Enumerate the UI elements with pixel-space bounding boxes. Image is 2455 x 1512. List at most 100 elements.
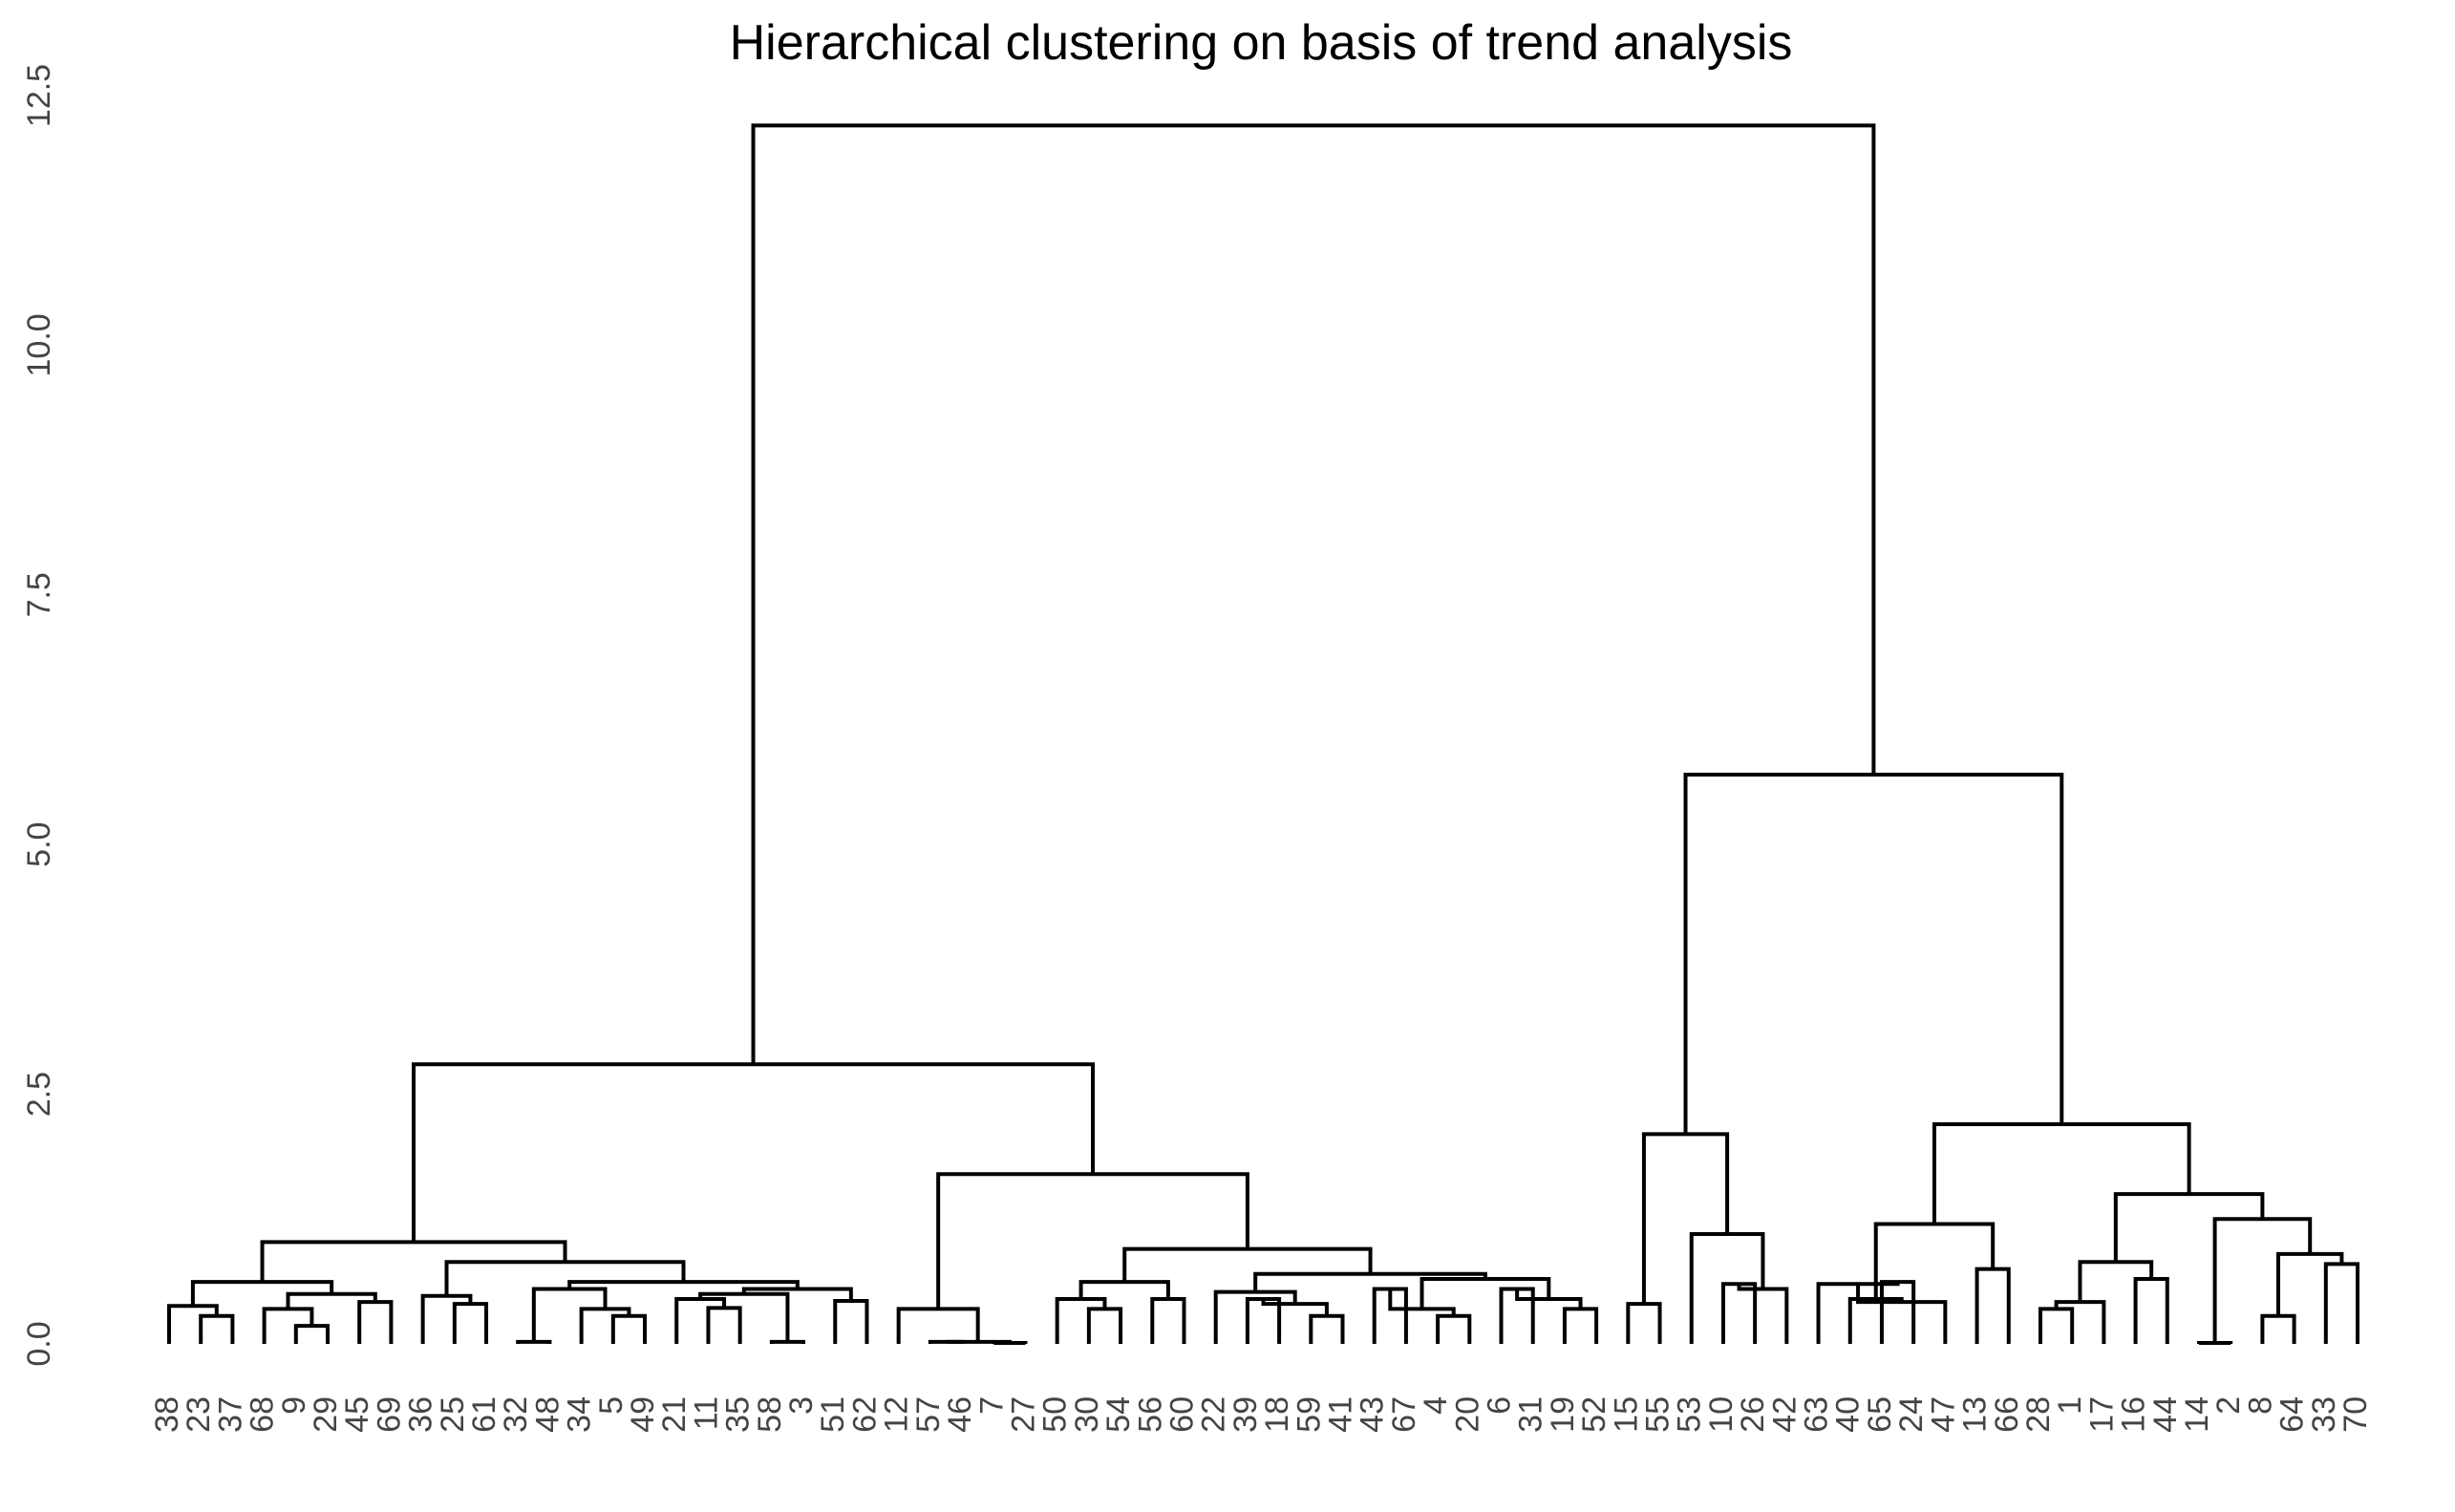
dendrogram-link (412, 1062, 1096, 1243)
dendrogram-link (357, 1300, 394, 1344)
leaf-label: 13 (1957, 1396, 1994, 1433)
dendrogram-link (1856, 1284, 1948, 1344)
leaf-label: 29 (308, 1396, 344, 1433)
dendrogram-link (2275, 1251, 2344, 1316)
dendrogram-link (946, 1339, 1012, 1344)
dendrogram-link (2196, 1340, 2233, 1345)
dendrogram-link (1122, 1246, 1373, 1283)
leaf-label: 8 (2242, 1396, 2278, 1415)
leaf-label: 35 (720, 1396, 757, 1433)
y-tick-label: 2.5 (21, 1072, 57, 1117)
dendrogram-link (1975, 1267, 2011, 1344)
leaf-label: 37 (212, 1396, 248, 1433)
leaf-label: 34 (562, 1396, 598, 1433)
leaf-label: 17 (2083, 1396, 2120, 1433)
leaf-label: 11 (688, 1396, 724, 1430)
dendrogram-link (1372, 1287, 1408, 1344)
dendrogram-link (2260, 1313, 2296, 1344)
leaf-label: 55 (1640, 1396, 1676, 1433)
leaf-label: 20 (1449, 1396, 1485, 1433)
dendrogram-link (1737, 1284, 1789, 1344)
dendrogram-link (751, 123, 1876, 1065)
leaf-label: 38 (149, 1396, 185, 1433)
dendrogram-link (260, 1240, 567, 1283)
dendrogram-link (1515, 1288, 1583, 1310)
dendrogram-link (452, 1302, 489, 1344)
dendrogram-link (706, 1306, 742, 1344)
dendrogram-link (531, 1287, 608, 1342)
dendrogram-link (1720, 1282, 1758, 1344)
dendrogram-link (698, 1291, 790, 1342)
leaf-label: 10 (1703, 1396, 1740, 1433)
dendrogram-link (610, 1313, 648, 1344)
leaf-label: 14 (2179, 1396, 2215, 1433)
leaf-label: 19 (1545, 1396, 1581, 1433)
leaf-label: 1 (2052, 1396, 2088, 1415)
leaf-label: 65 (1862, 1396, 1898, 1433)
leaf-label: 5 (593, 1396, 630, 1415)
leaf-label: 22 (1196, 1396, 1232, 1433)
dendrogram-link (1055, 1296, 1107, 1344)
leaf-label: 44 (2147, 1396, 2184, 1433)
leaf-label: 43 (1355, 1396, 1391, 1433)
dendrogram-link (936, 1172, 1249, 1310)
leaf-label: 58 (752, 1396, 788, 1433)
leaf-label: 39 (1228, 1396, 1264, 1433)
leaf-label: 3 (783, 1396, 820, 1415)
dendrogram-link (1499, 1287, 1535, 1344)
leaf-label: 6 (1482, 1396, 1518, 1415)
y-tick-label: 5.0 (21, 822, 57, 867)
dendrogram-link (1420, 1277, 1551, 1310)
leaf-label: 61 (466, 1396, 502, 1433)
y-tick-label: 7.5 (21, 572, 57, 617)
leaf-label: 68 (245, 1396, 281, 1433)
leaf-label: 45 (339, 1396, 375, 1433)
dendrogram-link (2113, 1192, 2265, 1263)
leaf-label: 49 (625, 1396, 661, 1433)
leaf-label: 64 (2274, 1396, 2311, 1433)
dendrogram-links (167, 123, 2359, 1345)
leaf-label: 42 (1766, 1396, 1803, 1433)
leaf-label: 31 (1513, 1396, 1549, 1433)
dendrogram-link (516, 1339, 552, 1344)
dendrogram-link (1641, 1132, 1730, 1305)
leaf-label: 25 (435, 1396, 471, 1433)
leaf-label: 2 (2210, 1396, 2247, 1415)
leaf-label: 28 (2020, 1396, 2057, 1433)
dendrogram-link (1816, 1282, 1900, 1344)
leaf-label: 12 (879, 1396, 915, 1433)
leaf-label: 53 (1672, 1396, 1708, 1433)
leaf-label: 27 (1005, 1396, 1041, 1433)
leaf-label: 24 (1893, 1396, 1930, 1433)
leaf-label: 21 (656, 1396, 693, 1433)
leaf-label: 15 (1608, 1396, 1644, 1433)
dendrogram-link (1626, 1302, 1662, 1344)
leaf-label: 47 (1925, 1396, 1961, 1433)
dendrogram-link (1873, 1222, 1996, 1299)
leaf-label: 7 (973, 1396, 1010, 1415)
leaf-label: 51 (815, 1396, 851, 1433)
leaf-label: 48 (529, 1396, 566, 1433)
leaf-label: 57 (910, 1396, 947, 1433)
leaf-label: 69 (371, 1396, 407, 1433)
leaf-label: 36 (403, 1396, 439, 1433)
y-axis: 0.0 2.5 5.0 7.5 10.0 12.5 (21, 64, 57, 1367)
dendrogram-link (293, 1324, 331, 1344)
dendrogram-link (2323, 1262, 2359, 1344)
leaf-label: 41 (1322, 1396, 1358, 1433)
leaf-label: 52 (1576, 1396, 1612, 1433)
dendrogram-link (833, 1299, 869, 1344)
leaf-label: 26 (1735, 1396, 1771, 1433)
dendrogram-link (1078, 1280, 1170, 1299)
leaf-label: 59 (1291, 1396, 1327, 1433)
leaf-label: 70 (2338, 1396, 2374, 1433)
leaf-label: 62 (846, 1396, 883, 1433)
leaf-label: 23 (181, 1396, 217, 1433)
leaf-label: 9 (276, 1396, 312, 1415)
leaf-label: 60 (1163, 1396, 1200, 1433)
dendrogram-link (896, 1307, 980, 1344)
y-tick-label: 12.5 (21, 64, 57, 127)
dendrogram-link (1879, 1280, 1916, 1344)
dendrogram-link (2133, 1277, 2169, 1344)
